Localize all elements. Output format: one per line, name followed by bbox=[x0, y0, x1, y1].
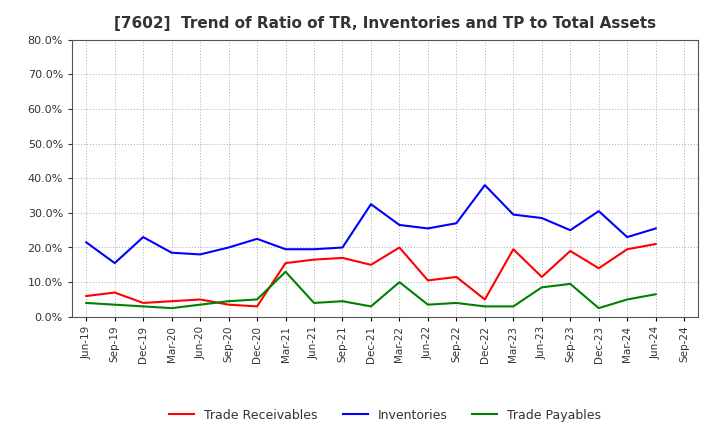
Trade Receivables bbox=[395, 245, 404, 250]
Trade Receivables bbox=[652, 242, 660, 247]
Trade Payables bbox=[595, 305, 603, 311]
Inventories bbox=[566, 227, 575, 233]
Trade Payables bbox=[566, 281, 575, 286]
Inventories bbox=[480, 183, 489, 188]
Trade Receivables bbox=[366, 262, 375, 268]
Inventories bbox=[196, 252, 204, 257]
Trade Receivables bbox=[82, 293, 91, 299]
Inventories bbox=[282, 246, 290, 252]
Inventories bbox=[253, 236, 261, 242]
Trade Payables bbox=[509, 304, 518, 309]
Trade Receivables bbox=[282, 260, 290, 266]
Trade Receivables bbox=[253, 304, 261, 309]
Trade Payables bbox=[623, 297, 631, 302]
Trade Payables bbox=[480, 304, 489, 309]
Trade Receivables bbox=[110, 290, 119, 295]
Trade Receivables bbox=[480, 297, 489, 302]
Inventories bbox=[110, 260, 119, 266]
Trade Receivables bbox=[338, 255, 347, 260]
Inventories bbox=[225, 245, 233, 250]
Title: [7602]  Trend of Ratio of TR, Inventories and TP to Total Assets: [7602] Trend of Ratio of TR, Inventories… bbox=[114, 16, 656, 32]
Trade Payables bbox=[253, 297, 261, 302]
Trade Payables bbox=[366, 304, 375, 309]
Trade Payables bbox=[82, 300, 91, 305]
Trade Receivables bbox=[310, 257, 318, 262]
Inventories bbox=[366, 202, 375, 207]
Trade Receivables bbox=[537, 274, 546, 279]
Trade Payables bbox=[537, 285, 546, 290]
Line: Inventories: Inventories bbox=[86, 185, 656, 263]
Trade Payables bbox=[167, 305, 176, 311]
Inventories bbox=[82, 240, 91, 245]
Trade Receivables bbox=[423, 278, 432, 283]
Line: Trade Payables: Trade Payables bbox=[86, 272, 656, 308]
Trade Payables bbox=[110, 302, 119, 307]
Inventories bbox=[423, 226, 432, 231]
Trade Payables bbox=[452, 300, 461, 305]
Inventories bbox=[395, 222, 404, 227]
Inventories bbox=[509, 212, 518, 217]
Inventories bbox=[139, 235, 148, 240]
Trade Payables bbox=[282, 269, 290, 275]
Inventories bbox=[537, 216, 546, 221]
Trade Receivables bbox=[566, 248, 575, 253]
Trade Payables bbox=[338, 299, 347, 304]
Inventories bbox=[338, 245, 347, 250]
Trade Payables bbox=[310, 300, 318, 305]
Trade Receivables bbox=[595, 266, 603, 271]
Trade Payables bbox=[652, 292, 660, 297]
Trade Payables bbox=[139, 304, 148, 309]
Trade Receivables bbox=[196, 297, 204, 302]
Trade Payables bbox=[196, 302, 204, 307]
Trade Payables bbox=[225, 299, 233, 304]
Trade Receivables bbox=[225, 302, 233, 307]
Inventories bbox=[452, 220, 461, 226]
Trade Payables bbox=[395, 279, 404, 285]
Trade Receivables bbox=[623, 246, 631, 252]
Line: Trade Receivables: Trade Receivables bbox=[86, 244, 656, 306]
Trade Receivables bbox=[139, 300, 148, 305]
Trade Receivables bbox=[509, 246, 518, 252]
Inventories bbox=[595, 209, 603, 214]
Trade Payables bbox=[423, 302, 432, 307]
Inventories bbox=[167, 250, 176, 255]
Trade Receivables bbox=[452, 274, 461, 279]
Inventories bbox=[310, 246, 318, 252]
Legend: Trade Receivables, Inventories, Trade Payables: Trade Receivables, Inventories, Trade Pa… bbox=[164, 404, 606, 427]
Trade Receivables bbox=[167, 299, 176, 304]
Inventories bbox=[652, 226, 660, 231]
Inventories bbox=[623, 235, 631, 240]
